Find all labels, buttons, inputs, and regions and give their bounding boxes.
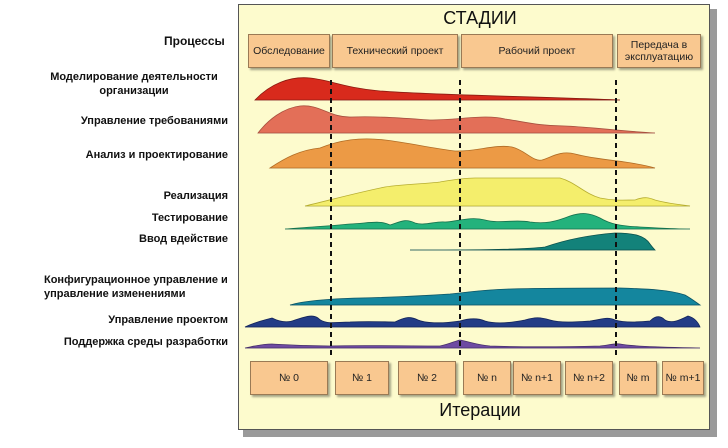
processes-heading: Процессы — [164, 34, 225, 48]
stage-label: Технический проект — [346, 45, 444, 57]
stage-survey: Обследование — [248, 34, 330, 68]
iteration-0: № 0 — [250, 361, 328, 395]
process-label-testing: Тестирование — [151, 212, 228, 224]
iteration-2: № 2 — [398, 361, 456, 395]
stage-label: Рабочий проект — [498, 45, 576, 57]
iteration-label: № n+2 — [573, 372, 605, 384]
hump-business-modeling — [254, 77, 621, 101]
iteration-n-plus-1: № n+1 — [513, 361, 561, 395]
hump-implementation — [304, 177, 691, 207]
iteration-label: № 2 — [416, 372, 438, 384]
iteration-label: № n+1 — [521, 372, 553, 384]
stage-label: Передача в эксплуатацию — [624, 39, 694, 63]
iteration-m-plus-1: № m+1 — [662, 361, 704, 395]
process-label-deployment: Ввод вдействие — [139, 233, 228, 245]
hump-configuration-management — [289, 287, 702, 306]
iteration-n-plus-2: № n+2 — [565, 361, 613, 395]
stage-technical-project: Технический проект — [332, 34, 458, 68]
iteration-label: № 1 — [351, 372, 373, 384]
process-label-environment: Поддержка среды разработки — [63, 336, 228, 348]
iteration-label: № 0 — [278, 372, 300, 384]
iteration-n: № n — [463, 361, 511, 395]
stage-label: Обследование — [253, 45, 325, 57]
process-label-business-modeling: Моделирование деятельности организации — [50, 71, 218, 97]
process-label-requirements: Управление требованиями — [80, 115, 228, 127]
hump-project-management — [244, 315, 701, 328]
diagram-panel — [238, 4, 710, 430]
iterations-title: Итерации — [439, 400, 521, 420]
hump-environment — [244, 339, 701, 349]
stages-title: СТАДИИ — [443, 8, 517, 28]
process-label-configuration-management: Конфигурационное управление и управление… — [44, 274, 228, 300]
stage-handover: Передача в эксплуатацию — [617, 34, 701, 68]
hump-testing — [284, 213, 691, 230]
stage-working-project: Рабочий проект — [461, 34, 613, 68]
process-label-analysis-design: Анализ и проектирование — [85, 149, 228, 161]
hump-requirements — [257, 105, 656, 134]
iteration-1: № 1 — [335, 361, 389, 395]
hump-deployment — [409, 232, 656, 251]
process-label-project-management: Управление проектом — [108, 314, 228, 326]
iteration-label: № m+1 — [665, 372, 701, 384]
iteration-m: № m — [619, 361, 657, 395]
hump-analysis-design — [268, 138, 656, 169]
process-label-implementation: Реализация — [163, 190, 228, 202]
iteration-label: № n — [476, 372, 498, 384]
iteration-label: № m — [626, 372, 650, 384]
